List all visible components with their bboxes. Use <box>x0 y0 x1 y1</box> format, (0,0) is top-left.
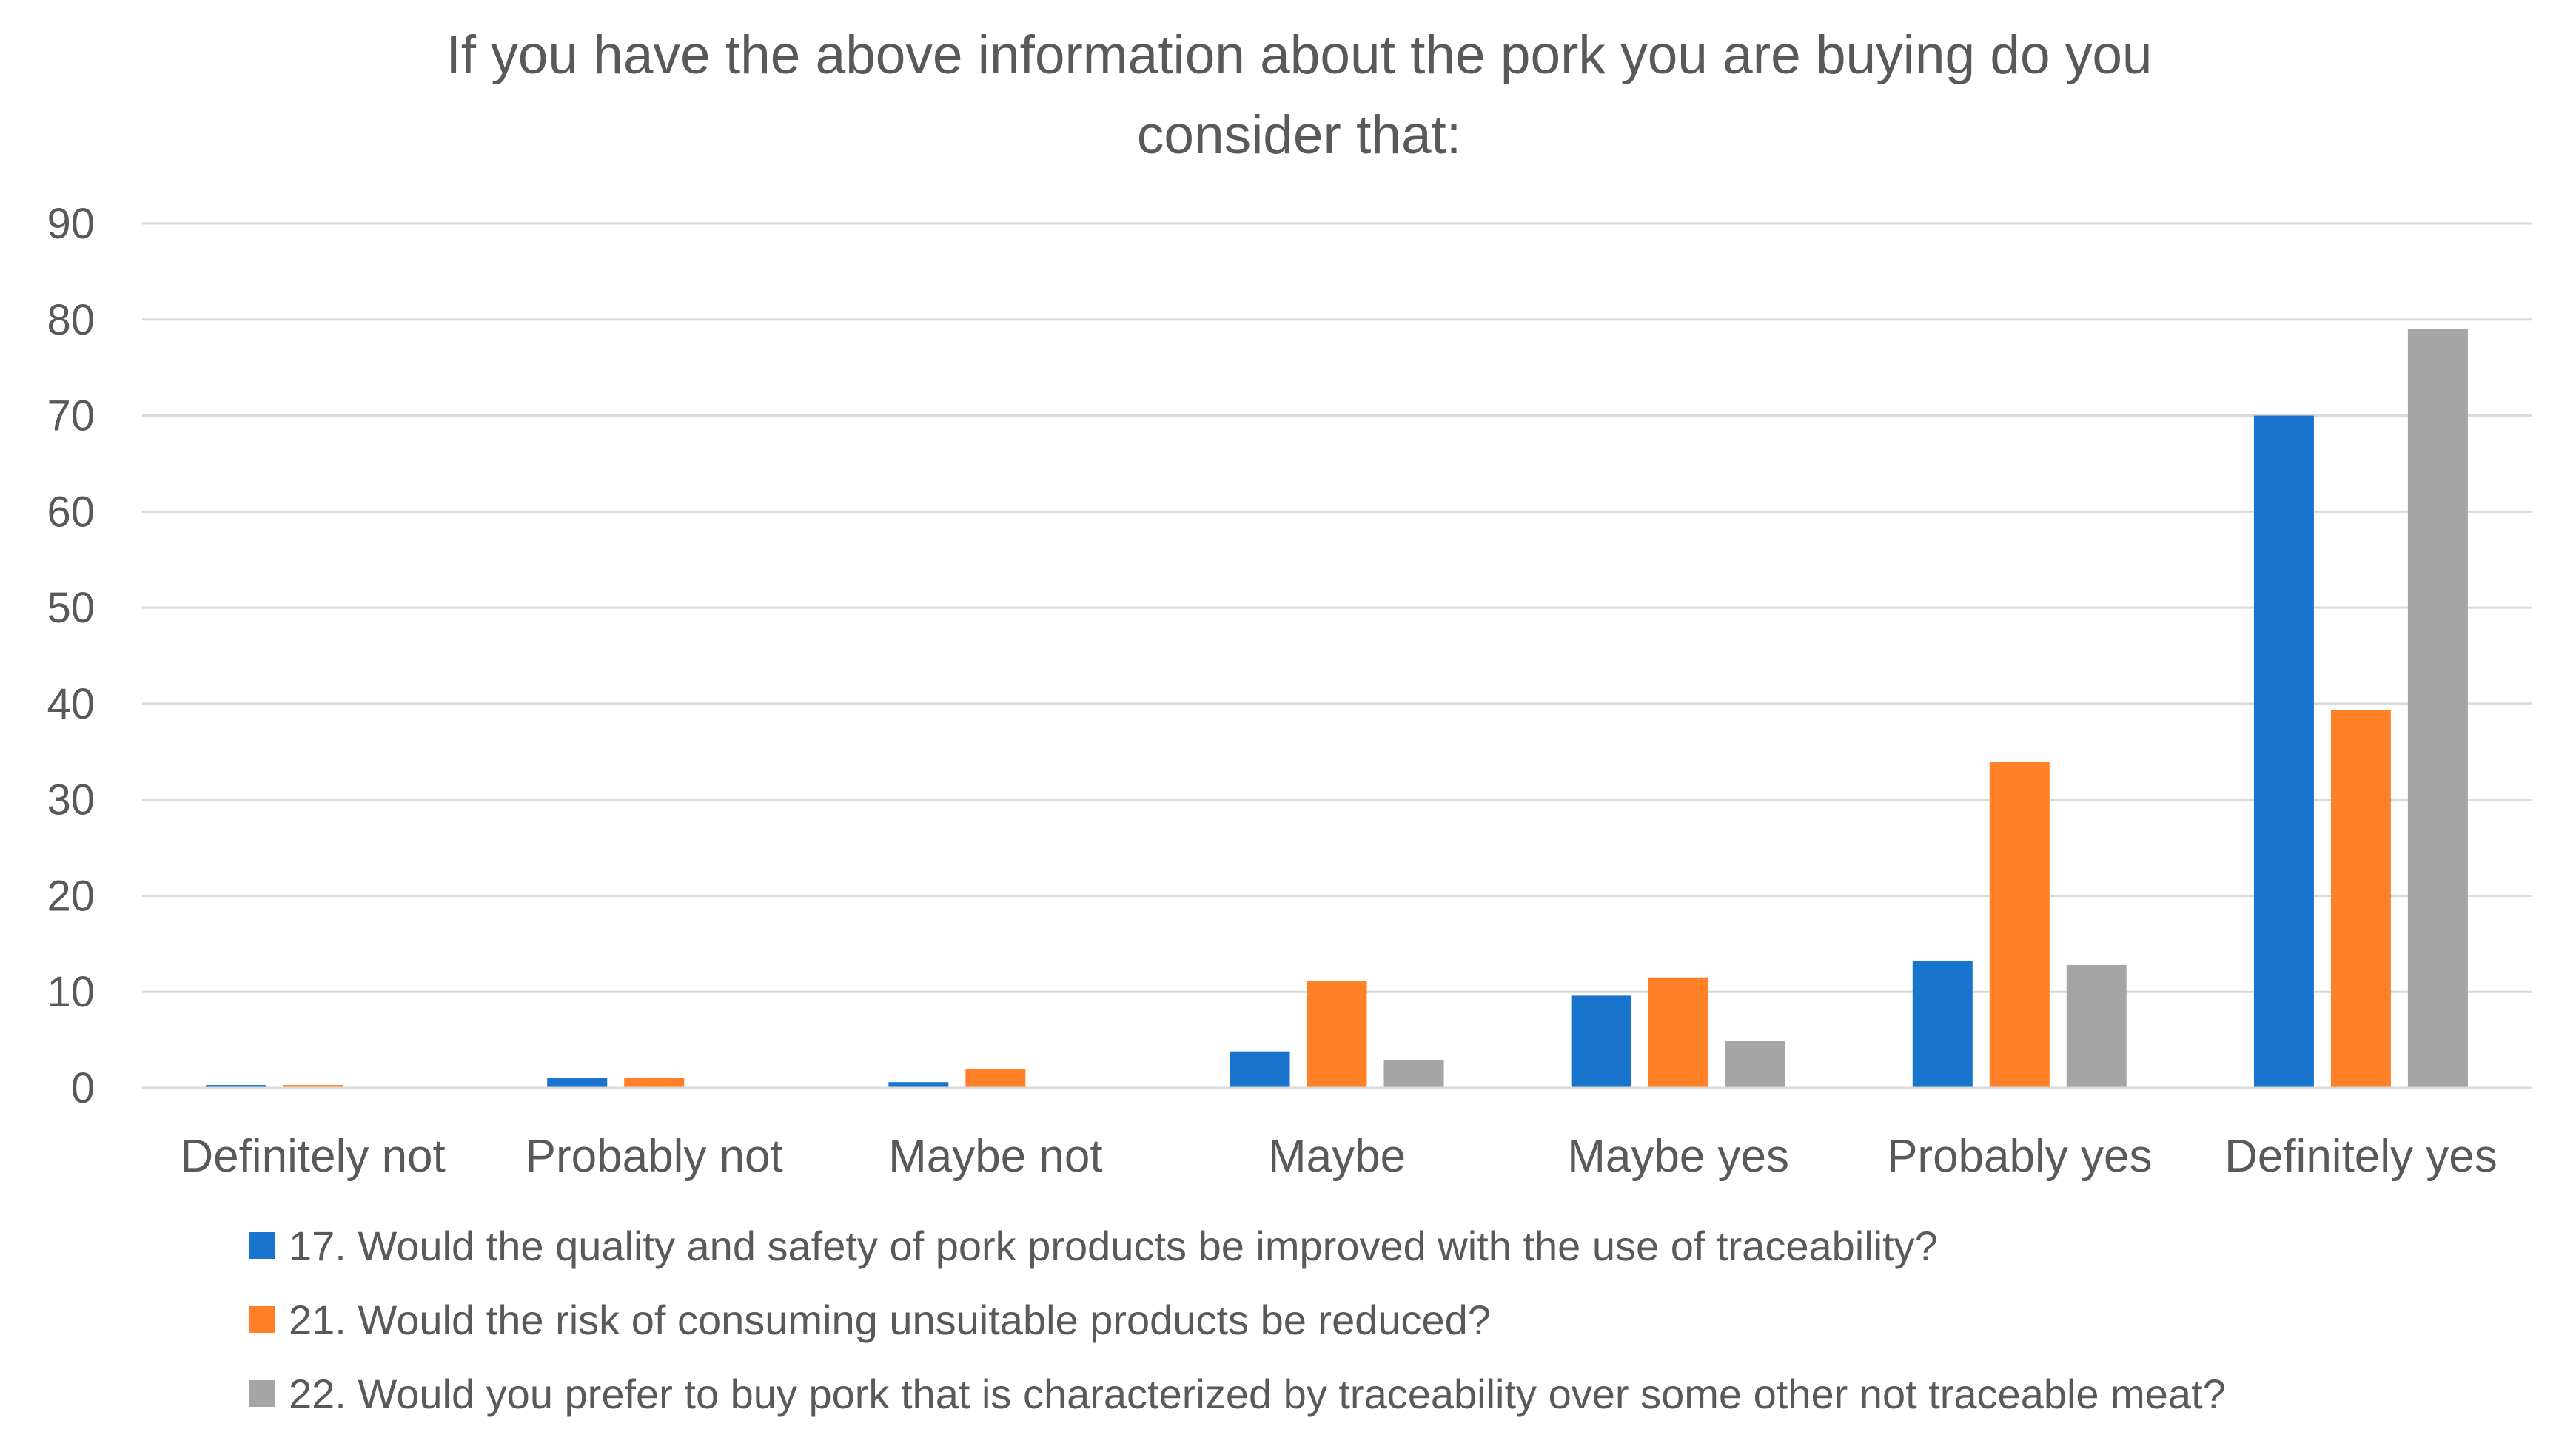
bar <box>2407 329 2468 1088</box>
bar <box>547 1078 608 1088</box>
x-axis-categories: Definitely not Probably not Maybe not Maybe… <box>180 1131 2497 1182</box>
chart-title-line-1: If you have the above information about … <box>446 25 2152 85</box>
y-tick-label: 50 <box>47 584 95 632</box>
chart-title: If you have the above information about … <box>446 25 2152 165</box>
bar <box>1571 995 1631 1088</box>
x-category-label: Probably not <box>526 1131 783 1182</box>
legend-label: 17. Would the quality and safety of pork… <box>289 1223 1938 1269</box>
y-tick-label: 60 <box>47 488 95 536</box>
bar <box>888 1082 949 1088</box>
bar <box>1989 762 2050 1088</box>
bar <box>2253 415 2314 1088</box>
y-tick-label: 10 <box>47 968 95 1016</box>
y-tick-label: 80 <box>47 296 95 344</box>
y-tick-label: 90 <box>47 200 95 248</box>
y-tick-label: 40 <box>47 680 95 728</box>
legend: 17. Would the quality and safety of pork… <box>249 1223 2226 1417</box>
x-category-label: Probably yes <box>1887 1131 2152 1182</box>
x-category-label: Maybe not <box>888 1131 1103 1182</box>
bar <box>283 1085 343 1088</box>
x-category-label: Definitely yes <box>2224 1131 2498 1182</box>
bars <box>206 329 2468 1088</box>
x-category-label: Maybe <box>1268 1131 1406 1182</box>
y-axis-ticks: 0 10 20 30 40 50 60 70 80 90 <box>47 200 95 1112</box>
x-category-label: Definitely not <box>180 1131 445 1182</box>
y-tick-label: 0 <box>71 1064 95 1112</box>
y-tick-label: 20 <box>47 872 95 920</box>
bar <box>1307 981 1367 1088</box>
legend-swatch <box>249 1380 275 1407</box>
y-tick-label: 70 <box>47 392 95 440</box>
bar <box>1912 961 1973 1088</box>
legend-label: 22. Would you prefer to buy pork that is… <box>289 1371 2226 1417</box>
bar <box>206 1085 266 1088</box>
y-tick-label: 30 <box>47 776 95 824</box>
bar <box>2066 964 2127 1088</box>
x-category-label: Maybe yes <box>1567 1131 1789 1182</box>
bar <box>965 1069 1026 1088</box>
chart-title-line-2: consider that: <box>1137 105 1461 165</box>
legend-swatch <box>249 1306 275 1333</box>
bar <box>2330 710 2391 1088</box>
bar <box>1648 977 1708 1088</box>
gridlines <box>142 222 2532 993</box>
legend-label: 21. Would the risk of consuming unsuitab… <box>289 1297 1491 1343</box>
bar <box>624 1078 685 1088</box>
bar <box>1230 1051 1290 1088</box>
bar <box>1383 1060 1444 1088</box>
legend-swatch <box>249 1232 275 1259</box>
bar <box>1725 1041 1785 1088</box>
